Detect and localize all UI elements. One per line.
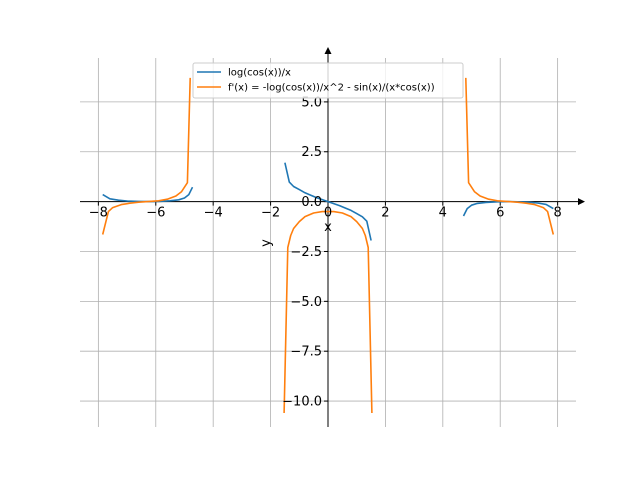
- tick-marks: [97, 101, 559, 402]
- x-axis-arrowhead: [578, 198, 585, 206]
- x-tick-label: 0: [324, 206, 332, 221]
- y-axis-label: y: [259, 239, 274, 247]
- series-derivative-line: [101, 77, 191, 235]
- legend-label-derivative: f'(x) = -log(cos(x))/x^2 - sin(x)/(x*cos…: [228, 83, 435, 94]
- y-tick-label: −5.0: [290, 295, 322, 310]
- legend-label-log-cos-over-x: log(cos(x))/x: [228, 68, 291, 79]
- x-tick-label: 2: [381, 206, 389, 221]
- y-tick-label: −10.0: [282, 395, 322, 410]
- y-tick-label: 0.0: [301, 195, 322, 210]
- y-tick-label: −2.5: [290, 245, 322, 260]
- series-log-cos-over-x-line: [462, 200, 554, 217]
- x-tick-label: 8: [553, 206, 561, 221]
- y-tick-label: 5.0: [301, 95, 322, 110]
- legend-frame: [192, 62, 464, 99]
- x-tick-label: 6: [496, 206, 504, 221]
- x-tick-label: −4: [204, 206, 223, 221]
- y-tick-label: 2.5: [301, 145, 322, 160]
- plot-series: [101, 77, 555, 414]
- x-tick-label: −2: [261, 206, 280, 221]
- y-tick-label: −7.5: [290, 345, 322, 360]
- series-derivative-line: [465, 77, 555, 235]
- x-tick-label: −8: [89, 206, 108, 221]
- x-axis-label: x: [324, 220, 332, 235]
- x-tick-label: 4: [439, 206, 447, 221]
- series-log-cos-over-x-line: [284, 162, 372, 241]
- series-derivative-line: [283, 210, 373, 414]
- y-axis-arrowhead: [324, 47, 332, 54]
- x-tick-label: −6: [146, 206, 165, 221]
- legend: log(cos(x))/x f'(x) = -log(cos(x))/x^2 -…: [192, 62, 464, 99]
- tick-labels: −8 −6 −4 −2 0 2 4 6 8 5.0 2.5 0.0 −2.5 −5.0 −7.5 −10.0: [89, 95, 562, 409]
